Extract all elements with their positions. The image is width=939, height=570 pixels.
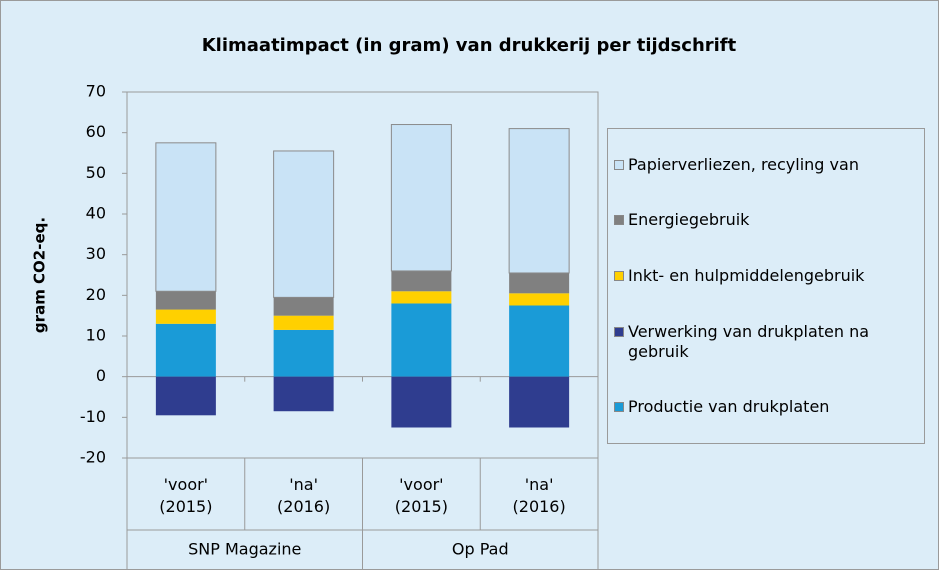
legend-label: Verwerking van drukplaten na gebruik bbox=[628, 321, 870, 361]
bar-segment bbox=[273, 150, 335, 298]
bar-segment bbox=[273, 297, 334, 316]
y-tick-label: 40 bbox=[86, 204, 106, 223]
x-tick-label: 'na' (2016) bbox=[513, 475, 566, 516]
bar-segment bbox=[509, 376, 570, 428]
legend-item: Productie van drukplaten bbox=[614, 397, 918, 417]
legend-label: Energiegebruik bbox=[628, 210, 750, 230]
legend-item: Papierverliezen, recyling van bbox=[614, 155, 918, 175]
x-tick-label: 'na' (2016) bbox=[277, 475, 330, 516]
bar-segment bbox=[508, 128, 570, 274]
bar-segment bbox=[155, 142, 217, 292]
x-tick-label: 'voor' (2015) bbox=[159, 475, 212, 516]
bar-segment bbox=[155, 376, 216, 416]
group-label: SNP Magazine bbox=[188, 540, 301, 559]
legend-swatch bbox=[614, 326, 624, 337]
bar-segment bbox=[390, 124, 452, 272]
bar-segment bbox=[509, 272, 570, 294]
legend: Papierverliezen, recyling van Energiegebr… bbox=[607, 128, 925, 444]
bar-segment bbox=[391, 376, 452, 428]
bar-segment bbox=[273, 376, 334, 412]
y-tick-label: 50 bbox=[86, 163, 106, 182]
legend-item: Inkt- en hulpmiddelengebruik bbox=[614, 266, 918, 286]
bar-segment bbox=[509, 293, 570, 306]
y-tick-label: 60 bbox=[86, 122, 106, 141]
y-tick-label: 30 bbox=[86, 244, 106, 263]
bar-segment bbox=[509, 305, 570, 377]
y-tick-label: 70 bbox=[86, 82, 106, 101]
legend-swatch bbox=[614, 402, 624, 413]
y-tick-label: -20 bbox=[80, 448, 106, 467]
bar-segment bbox=[155, 291, 216, 310]
bar-segment bbox=[273, 329, 334, 377]
legend-swatch bbox=[614, 270, 624, 281]
legend-swatch bbox=[614, 159, 624, 170]
legend-swatch bbox=[614, 215, 624, 226]
group-label: Op Pad bbox=[452, 540, 509, 559]
bar-segment bbox=[155, 309, 216, 324]
y-tick-label: 0 bbox=[96, 366, 106, 385]
bar-segment bbox=[273, 315, 334, 330]
y-tick-label: 20 bbox=[86, 285, 106, 304]
legend-label: Inkt- en hulpmiddelengebruik bbox=[628, 265, 865, 285]
bar-segment bbox=[391, 303, 452, 377]
legend-label: Productie van drukplaten bbox=[628, 397, 830, 417]
bar-segment bbox=[155, 323, 216, 377]
y-axis-title: gram CO2-eq. bbox=[31, 217, 49, 333]
legend-item: Energiegebruik bbox=[614, 210, 918, 230]
x-tick-label: 'voor' (2015) bbox=[395, 475, 448, 516]
legend-item: Verwerking van drukplaten na gebruik bbox=[614, 322, 918, 362]
y-tick-label: 10 bbox=[86, 326, 106, 345]
bar-segment bbox=[391, 270, 452, 292]
y-tick-label: -10 bbox=[80, 407, 106, 426]
chart-title: Klimaatimpact (in gram) van drukkerij pe… bbox=[202, 35, 737, 56]
bar-segment bbox=[391, 291, 452, 304]
legend-label: Papierverliezen, recyling van bbox=[628, 154, 859, 174]
